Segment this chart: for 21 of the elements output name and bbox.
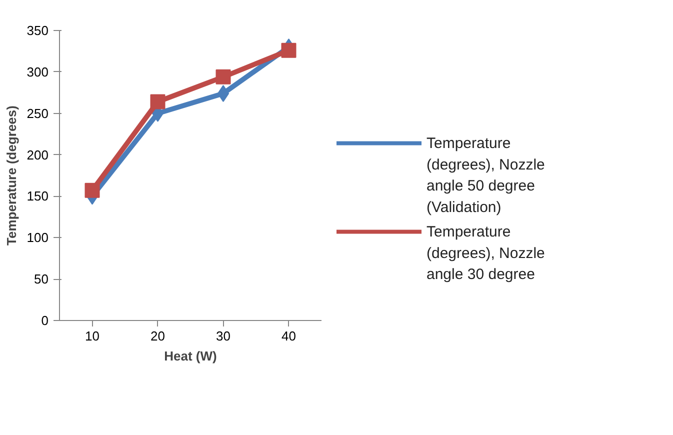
- y-tick-label: 100: [26, 230, 49, 246]
- y-tick-label: 200: [26, 147, 49, 162]
- point: [84, 182, 100, 198]
- text: Temperature (degrees), Nozzle angle 50 degree (Validation): [426, 135, 545, 216]
- x-tick-label: 30: [216, 328, 230, 344]
- point: [150, 94, 166, 110]
- y-axis-title: Temperature (degrees): [4, 106, 19, 246]
- point: [216, 69, 231, 84]
- x-tick-label: 20: [150, 328, 165, 344]
- x-axis-title: Heat (W): [164, 348, 217, 364]
- x-tick-label: 40: [282, 328, 296, 344]
- point: [217, 84, 230, 102]
- text: Temperature (degrees), Nozzle angle 30 degree: [426, 224, 545, 284]
- y-tick-label: 350: [26, 23, 49, 38]
- y-tick-label: 0: [41, 313, 49, 328]
- y-tick-label: 250: [26, 106, 49, 121]
- point: [281, 42, 296, 58]
- x-tick-label: 10: [85, 328, 100, 344]
- y-tick-label: 150: [26, 188, 49, 204]
- y-tick-label: 300: [26, 64, 49, 80]
- y-tick-label: 50: [34, 272, 49, 287]
